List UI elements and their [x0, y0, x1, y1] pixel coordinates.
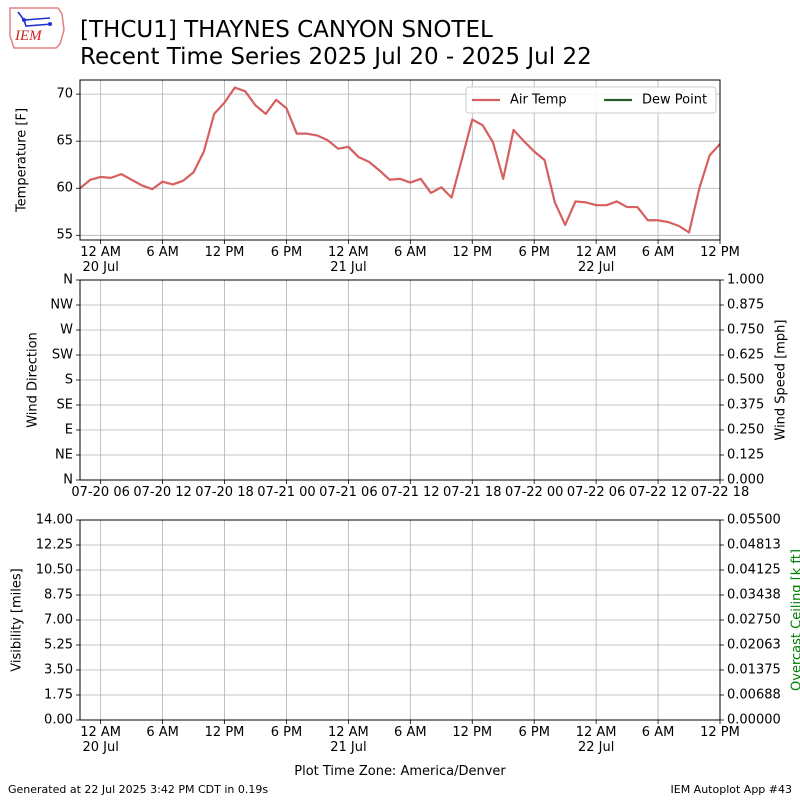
- logo-outline: [9, 7, 65, 49]
- x-tick-label: 12 AM 20 Jul: [80, 245, 122, 275]
- y-tick-label: S: [64, 372, 73, 388]
- y-tick-label: 10.50: [35, 562, 73, 578]
- y-tick-label: NE: [55, 447, 73, 463]
- y-tick-label: 65: [56, 133, 73, 149]
- y-tick-label: 14.00: [35, 512, 73, 528]
- x-tick-label: 12 AM 21 Jul: [327, 725, 369, 755]
- footer-left: Generated at 22 Jul 2025 3:42 PM CDT in …: [8, 783, 269, 796]
- y-tick-label: 70: [56, 86, 73, 102]
- y2-tick-label: 0.00000: [727, 712, 781, 728]
- data-line: [79, 86, 721, 234]
- legend-label: Air Temp: [510, 92, 567, 108]
- y2-tick-label: 0.750: [727, 322, 765, 338]
- y-tick-label: 60: [56, 180, 73, 196]
- plot-frame: [79, 519, 721, 721]
- x-tick-label: 6 AM: [146, 245, 179, 260]
- y2-tick-label: 0.00688: [727, 687, 781, 703]
- x-tick-label: 6 PM: [270, 725, 303, 740]
- legend-box: [465, 86, 717, 114]
- y2-tick-label: 0.375: [727, 397, 765, 413]
- logo-dot: [48, 22, 52, 26]
- y2-axis-label: Wind Speed [mph]: [773, 319, 789, 441]
- y-tick-label: 5.25: [44, 637, 73, 653]
- x-tick-label: 07-20 18: [195, 485, 254, 500]
- logo: [9, 7, 65, 49]
- x-tick-label: 07-21 18: [443, 485, 502, 500]
- x-tick-label: 07-20 12: [133, 485, 192, 500]
- y2-tick-label: 0.02063: [727, 637, 781, 653]
- footer-right: IEM Autoplot App #43: [670, 783, 793, 796]
- x-tick-label: 12 PM: [452, 725, 493, 740]
- y-axis-label: Visibility [miles]: [9, 568, 25, 672]
- x-tick-label: 6 AM: [641, 725, 675, 740]
- x-tick-label: 12 PM: [700, 245, 740, 260]
- x-tick-label: 6 AM: [394, 245, 427, 260]
- y-tick-label: N: [63, 472, 73, 488]
- y-tick-label: N: [63, 272, 73, 288]
- x-tick-label: 07-22 18: [690, 485, 750, 500]
- x-tick-label: 07-20 06: [71, 485, 130, 500]
- plot-frame: [79, 79, 721, 241]
- y2-axis-label: Overcast Ceiling [k ft]: [789, 549, 800, 691]
- y-axis-label: Temperature [F]: [14, 107, 30, 213]
- y-tick-label: 55: [56, 227, 73, 243]
- y2-tick-label: 0.250: [727, 422, 765, 438]
- y-tick-label: 7.00: [44, 612, 73, 628]
- logo-dot: [22, 18, 26, 22]
- plot-frame: [79, 279, 721, 481]
- y2-tick-label: 0.500: [727, 372, 765, 388]
- x-tick-label: 12 PM: [700, 725, 740, 740]
- x-tick-label: 6 AM: [641, 245, 675, 260]
- y-tick-label: 1.75: [44, 687, 73, 703]
- x-tick-label: 12 PM: [204, 725, 245, 740]
- legend-label: Dew Point: [642, 92, 708, 108]
- x-tick-label: 6 PM: [518, 245, 550, 260]
- y2-tick-label: 0.875: [727, 297, 765, 313]
- x-tick-label: 6 AM: [146, 725, 179, 740]
- logo-text: IEM: [15, 28, 42, 44]
- title: [THCU1] THAYNES CANYON SNOTEL: [80, 17, 493, 43]
- y2-tick-label: 0.01375: [727, 662, 781, 678]
- y-tick-label: 8.75: [44, 587, 73, 603]
- x-tick-label: 07-21 06: [319, 485, 378, 500]
- y2-tick-label: 1.000: [727, 272, 765, 288]
- x-tick-label: 6 AM: [394, 725, 427, 740]
- y2-tick-label: 0.04125: [727, 562, 781, 578]
- x-axis-label: Plot Time Zone: America/Denver: [294, 764, 506, 779]
- y-tick-label: W: [60, 322, 73, 338]
- y-axis-label: Wind Direction: [25, 332, 41, 428]
- y-tick-label: SW: [51, 347, 73, 363]
- y2-tick-label: 0.05500: [727, 512, 781, 528]
- x-tick-label: 6 PM: [518, 725, 550, 740]
- x-tick-label: 07-22 00: [504, 485, 564, 500]
- x-tick-label: 12 AM 22 Jul: [575, 725, 617, 755]
- x-tick-label: 12 PM: [204, 245, 245, 260]
- y-tick-label: 12.25: [35, 537, 73, 553]
- x-tick-label: 6 PM: [270, 245, 303, 260]
- x-tick-label: 07-21 12: [381, 485, 440, 500]
- x-tick-label: 12 AM 20 Jul: [80, 725, 122, 755]
- y2-tick-label: 0.03438: [727, 587, 781, 603]
- y-tick-label: E: [64, 422, 73, 438]
- y2-tick-label: 0.04813: [727, 537, 781, 553]
- y-tick-label: SE: [56, 397, 73, 413]
- x-tick-label: 07-22 12: [628, 485, 688, 500]
- x-tick-label: 07-21 00: [257, 485, 316, 500]
- x-tick-label: 12 AM 21 Jul: [327, 245, 369, 275]
- y2-tick-label: 0.625: [727, 347, 765, 363]
- x-tick-label: 12 PM: [452, 245, 493, 260]
- y2-tick-label: 0.000: [727, 472, 765, 488]
- y2-tick-label: 0.125: [727, 447, 765, 463]
- x-tick-label: 12 AM 22 Jul: [575, 245, 617, 275]
- y-tick-label: 3.50: [44, 662, 73, 678]
- y2-tick-label: 0.02750: [727, 612, 781, 628]
- y-tick-label: NW: [50, 297, 73, 313]
- y-tick-label: 0.00: [44, 712, 73, 728]
- subtitle: Recent Time Series 2025 Jul 20 - 2025 Ju…: [80, 44, 592, 70]
- x-tick-label: 07-22 06: [566, 485, 626, 500]
